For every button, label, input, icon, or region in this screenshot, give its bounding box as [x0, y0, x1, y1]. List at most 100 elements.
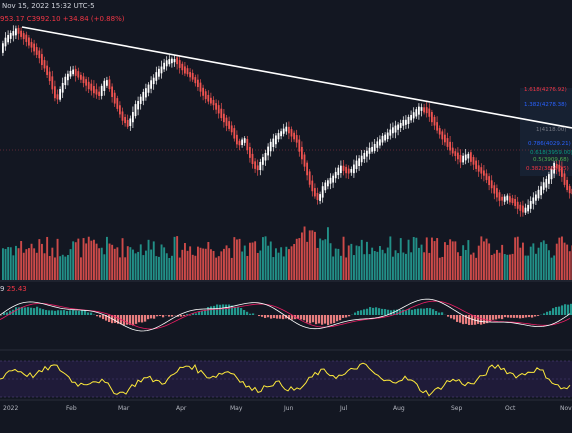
macd-histogram-bar	[282, 315, 285, 320]
candle	[90, 79, 93, 96]
candle	[129, 115, 132, 131]
macd-histogram-bar	[159, 315, 162, 316]
macd-histogram-bar	[144, 315, 147, 322]
volume-bar	[204, 248, 207, 280]
volume-bar	[280, 247, 283, 280]
volume-bar	[399, 238, 402, 280]
volume-bar	[85, 243, 88, 280]
volume-bar	[459, 255, 462, 280]
volume-bar	[41, 243, 43, 280]
macd-histogram-bar	[60, 310, 63, 315]
candle	[64, 73, 67, 90]
candle	[358, 155, 360, 171]
macd-histogram-bar	[327, 315, 330, 326]
macd-histogram-bar	[138, 315, 141, 323]
candle	[553, 160, 555, 179]
candle	[54, 80, 56, 102]
macd-histogram-bar	[132, 315, 135, 326]
candle	[311, 175, 314, 197]
candle	[368, 142, 371, 160]
volume-bar	[405, 253, 407, 280]
macd-histogram-bar	[429, 308, 432, 315]
volume-bar	[451, 241, 454, 280]
volume-bar	[392, 256, 394, 280]
macd-histogram-bar	[435, 311, 438, 315]
macd-histogram-bar	[45, 310, 48, 315]
ohlc-readout: 953.17 C3992.10 +34.84 (+0.88%)	[0, 15, 125, 23]
volume-bar	[7, 247, 10, 280]
macd-histogram-bar	[495, 315, 498, 320]
candle	[379, 135, 381, 149]
volume-bar	[483, 241, 485, 280]
candle	[418, 103, 420, 120]
volume-bar	[347, 245, 350, 280]
macd-histogram-bar	[123, 315, 126, 326]
candle	[116, 95, 119, 112]
date-readout: Nov 15, 2022 15:32 UTC-5	[2, 2, 95, 10]
macd-histogram-bar	[258, 315, 261, 317]
trendline[interactable]	[21, 26, 572, 129]
candle	[160, 60, 163, 79]
volume-bar	[412, 237, 415, 280]
candle	[165, 56, 168, 71]
volume-bar	[155, 256, 158, 280]
volume-bar	[277, 252, 280, 280]
volume-bar	[535, 253, 537, 280]
macd-histogram-bar	[87, 312, 90, 315]
candle	[501, 194, 503, 206]
candle	[176, 55, 178, 70]
macd-pane	[0, 298, 572, 332]
candle	[56, 89, 59, 105]
time-axis-label: Sep	[451, 405, 463, 412]
candle	[246, 135, 249, 155]
volume-bar	[384, 253, 387, 280]
candle	[332, 173, 334, 188]
candle	[77, 67, 80, 80]
candle	[4, 32, 7, 51]
macd-histogram-bar	[300, 315, 303, 320]
candle	[303, 152, 306, 172]
macd-histogram-bar	[489, 315, 492, 322]
volume-bar	[158, 256, 160, 280]
macd-histogram-bar	[201, 310, 204, 315]
candle	[191, 69, 194, 82]
volume-bar	[488, 243, 491, 280]
candle	[269, 138, 272, 157]
macd-histogram-bar	[153, 315, 156, 319]
candle	[147, 82, 150, 97]
volume-bar	[386, 247, 389, 280]
candle	[527, 199, 529, 214]
macd-histogram-bar	[237, 306, 240, 315]
indicator-legend[interactable]: 9 25.43	[0, 285, 27, 294]
macd-histogram-bar	[9, 310, 12, 315]
volume-bar	[498, 252, 501, 280]
volume-bar	[568, 251, 571, 280]
candle	[256, 159, 259, 176]
volume-bar	[116, 247, 119, 280]
macd-histogram-bar	[207, 307, 210, 315]
candle	[301, 141, 303, 165]
candle	[2, 40, 4, 56]
candle	[371, 141, 373, 154]
volume-bar	[82, 238, 85, 280]
candle	[108, 75, 111, 92]
candle	[121, 107, 124, 125]
volume-bar	[191, 254, 194, 280]
volume-bar	[142, 255, 145, 280]
fib-level-label: 0.786(4029.21)	[528, 141, 571, 147]
volume-bar	[100, 247, 103, 280]
volume-bar	[501, 244, 504, 280]
macd-histogram-bar	[198, 311, 201, 315]
candle	[329, 173, 332, 190]
macd-histogram-bar	[114, 315, 117, 323]
candle	[142, 88, 145, 106]
volume-bar	[80, 257, 82, 280]
macd-histogram-bar	[279, 315, 282, 319]
candle	[277, 129, 280, 143]
candle	[402, 116, 405, 130]
macd-histogram-bar	[162, 315, 165, 318]
volume-bar	[527, 255, 530, 280]
fib-level-label: 0.5(3909.68)	[533, 157, 569, 163]
candle	[397, 122, 399, 136]
